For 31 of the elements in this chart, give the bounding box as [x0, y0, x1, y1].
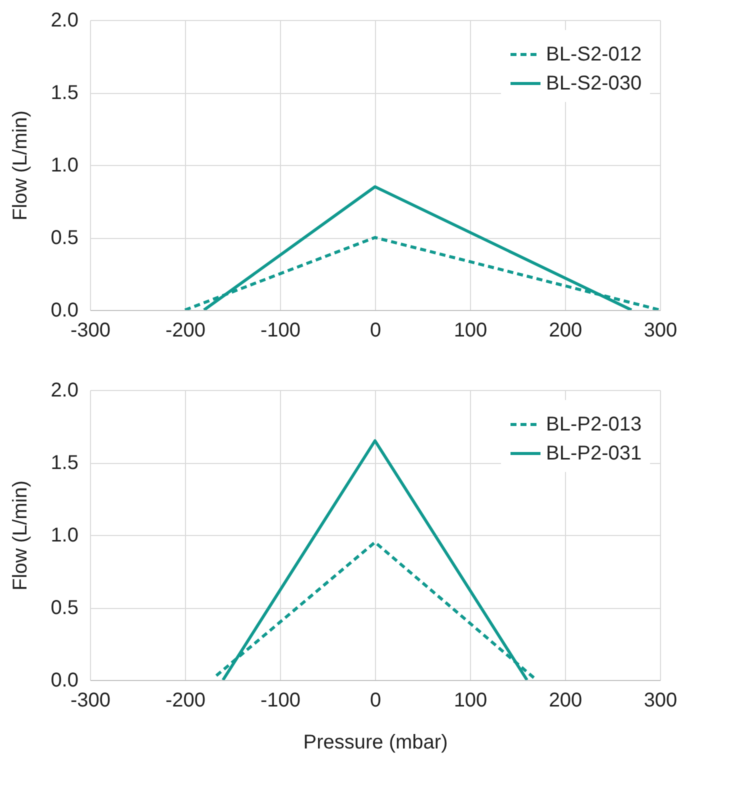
legend-label: BL-S2-030 — [546, 72, 642, 94]
y-tick-label: 0.5 — [50, 597, 78, 619]
y-tick-label: 0.0 — [50, 670, 78, 692]
y-axis-title: Flow (L/min) — [10, 480, 32, 591]
x-tick-label: -300 — [70, 690, 111, 712]
x-tick-label: 0 — [370, 320, 382, 342]
legend-label: BL-S2-012 — [546, 44, 642, 66]
x-tick-label: 200 — [548, 320, 582, 342]
y-tick-label: 1.5 — [50, 82, 78, 104]
x-tick-label: -100 — [260, 320, 301, 342]
y-tick-label: 1.0 — [50, 524, 78, 546]
y-tick-label: 1.0 — [50, 154, 78, 176]
y-tick-label: 2.0 — [50, 10, 78, 32]
x-tick-label: -200 — [165, 690, 206, 712]
legend-label: BL-P2-031 — [546, 442, 642, 464]
x-tick-label: 100 — [454, 320, 488, 342]
x-tick-label: 300 — [644, 320, 678, 342]
x-tick-label: -300 — [70, 320, 111, 342]
y-tick-label: 2.0 — [50, 380, 78, 402]
y-tick-label: 0.0 — [50, 300, 78, 322]
y-axis-title: Flow (L/min) — [10, 110, 32, 221]
x-tick-label: -100 — [260, 690, 301, 712]
y-tick-label: 1.5 — [50, 452, 78, 474]
x-tick-label: 200 — [548, 690, 582, 712]
x-tick-label: 300 — [644, 690, 678, 712]
x-axis-title: Pressure (mbar) — [303, 732, 448, 754]
x-tick-label: -200 — [165, 320, 206, 342]
legend-label: BL-P2-013 — [546, 414, 642, 436]
x-tick-label: 0 — [370, 690, 382, 712]
x-tick-label: 100 — [454, 690, 488, 712]
y-tick-label: 0.5 — [50, 227, 78, 249]
